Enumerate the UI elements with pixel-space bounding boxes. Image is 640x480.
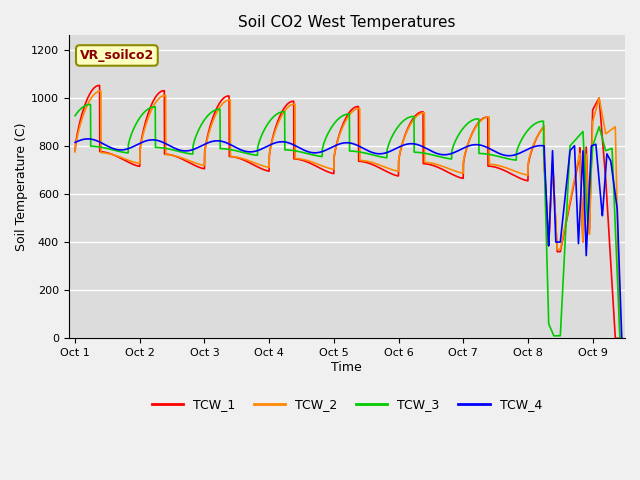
TCW_1 xyxy=(280,106,288,111)
Line: TCW_3: TCW_3 xyxy=(75,105,622,338)
TCW_2 xyxy=(97,88,104,94)
TCW_3 xyxy=(427,152,435,157)
X-axis label: Time: Time xyxy=(332,360,362,374)
TCW_1 xyxy=(71,148,79,154)
TCW_1 xyxy=(618,336,626,341)
Title: Soil CO2 West Temperatures: Soil CO2 West Temperatures xyxy=(238,15,456,30)
Text: VR_soilco2: VR_soilco2 xyxy=(80,49,154,62)
TCW_2 xyxy=(399,139,407,144)
TCW_4 xyxy=(71,140,79,145)
TCW_3 xyxy=(618,336,626,341)
TCW_4 xyxy=(618,336,626,341)
TCW_2 xyxy=(618,336,626,341)
TCW_2 xyxy=(616,336,624,341)
TCW_1 xyxy=(171,153,179,159)
TCW_2 xyxy=(280,109,288,115)
TCW_4 xyxy=(171,145,179,151)
TCW_3 xyxy=(171,147,179,153)
TCW_1 xyxy=(611,336,619,341)
TCW_3 xyxy=(86,102,94,108)
TCW_1 xyxy=(479,116,487,121)
TCW_3 xyxy=(521,132,529,137)
Legend: TCW_1, TCW_2, TCW_3, TCW_4: TCW_1, TCW_2, TCW_3, TCW_4 xyxy=(147,393,547,416)
TCW_2 xyxy=(479,116,487,122)
TCW_2 xyxy=(427,160,435,166)
TCW_3 xyxy=(71,113,79,119)
Line: TCW_4: TCW_4 xyxy=(75,139,622,338)
TCW_1 xyxy=(427,162,435,168)
TCW_2 xyxy=(521,171,529,177)
TCW_3 xyxy=(479,151,487,156)
TCW_2 xyxy=(171,153,179,159)
Line: TCW_1: TCW_1 xyxy=(75,85,622,338)
TCW_3 xyxy=(616,336,624,341)
TCW_1 xyxy=(399,138,407,144)
TCW_3 xyxy=(280,109,288,115)
Y-axis label: Soil Temperature (C): Soil Temperature (C) xyxy=(15,122,28,251)
TCW_3 xyxy=(399,118,407,124)
TCW_2 xyxy=(71,149,79,155)
TCW_4 xyxy=(280,139,288,145)
TCW_1 xyxy=(521,177,529,183)
TCW_4 xyxy=(479,143,487,149)
TCW_4 xyxy=(427,148,435,154)
TCW_4 xyxy=(521,148,529,154)
Line: TCW_2: TCW_2 xyxy=(75,91,622,338)
TCW_4 xyxy=(399,143,407,148)
TCW_4 xyxy=(84,136,92,142)
TCW_1 xyxy=(95,83,103,88)
